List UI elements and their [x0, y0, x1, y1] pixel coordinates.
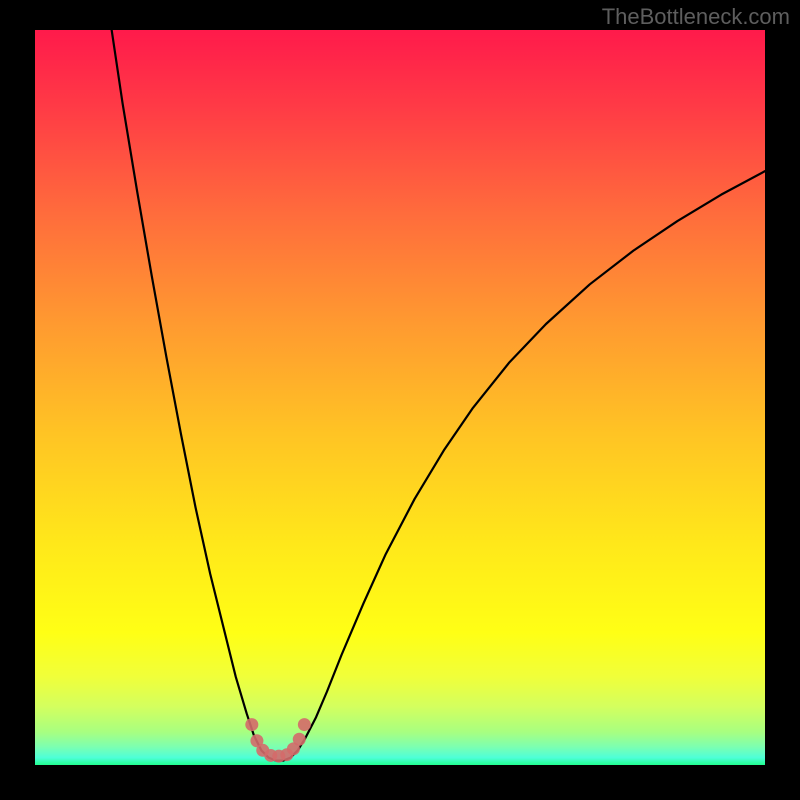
- chart-background: [35, 30, 765, 765]
- curve-marker: [245, 718, 258, 731]
- chart-svg: [35, 30, 765, 765]
- chart-container: TheBottleneck.com: [0, 0, 800, 800]
- plot-area: [35, 30, 765, 765]
- watermark-text: TheBottleneck.com: [602, 4, 790, 30]
- curve-marker: [293, 733, 306, 746]
- curve-marker: [298, 718, 311, 731]
